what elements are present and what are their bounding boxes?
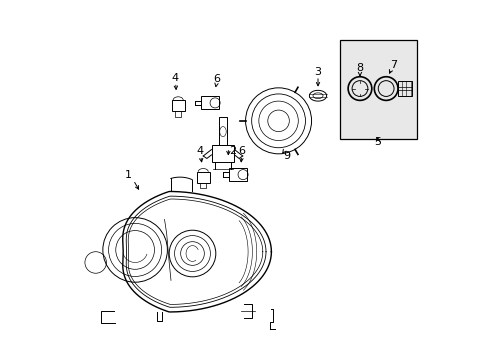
Text: 2: 2 bbox=[229, 145, 236, 156]
Text: 4: 4 bbox=[171, 73, 178, 83]
Bar bbox=[397, 81, 411, 96]
Bar bbox=[171, 100, 184, 111]
Text: 9: 9 bbox=[283, 150, 290, 161]
Text: 5: 5 bbox=[374, 138, 381, 147]
Bar bbox=[196, 172, 209, 183]
Bar bbox=[339, 40, 416, 139]
Text: 7: 7 bbox=[389, 60, 396, 70]
Text: 6: 6 bbox=[213, 74, 220, 84]
Bar bbox=[201, 96, 218, 109]
Text: 6: 6 bbox=[238, 146, 244, 156]
Text: 3: 3 bbox=[314, 67, 321, 77]
Bar bbox=[211, 145, 234, 162]
Bar bbox=[229, 168, 246, 181]
Text: 1: 1 bbox=[124, 170, 131, 180]
Text: 4: 4 bbox=[196, 146, 203, 156]
Text: 8: 8 bbox=[356, 63, 363, 73]
